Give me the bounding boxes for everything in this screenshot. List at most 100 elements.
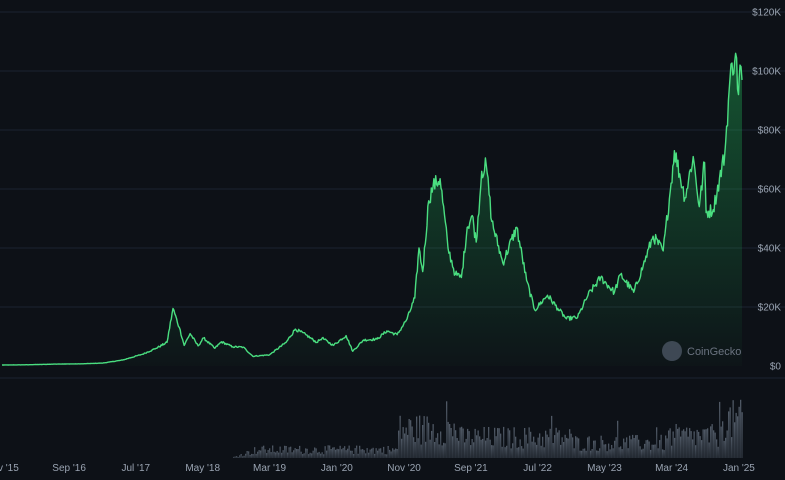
- volume-bar: [333, 447, 335, 458]
- volume-bar: [378, 448, 380, 458]
- volume-bar: [732, 400, 734, 458]
- volume-bar: [335, 449, 337, 458]
- volume-bar: [714, 432, 716, 458]
- y-tick-label: $80K: [758, 126, 782, 137]
- volume-bar: [261, 446, 263, 458]
- y-tick-label: $60K: [758, 185, 782, 196]
- volume-bar: [713, 430, 715, 458]
- volume-bar: [432, 424, 434, 458]
- volume-bar: [413, 437, 415, 458]
- volume-bar: [468, 431, 470, 458]
- volume-bar: [306, 448, 308, 458]
- volume-bar: [545, 430, 547, 458]
- volume-bar: [500, 433, 502, 458]
- volume-bar: [602, 440, 604, 458]
- volume-bar: [239, 455, 241, 458]
- volume-bar: [518, 447, 520, 458]
- volume-bar: [360, 449, 362, 458]
- volume-bar: [528, 427, 530, 458]
- volume-bar: [435, 437, 437, 458]
- volume-bar: [443, 442, 445, 458]
- volume-bar: [659, 440, 661, 458]
- volume-bar: [278, 452, 280, 458]
- volume-bar: [381, 452, 383, 458]
- volume-bar: [345, 450, 347, 458]
- volume-bar: [290, 446, 292, 458]
- volume-bar: [383, 446, 385, 458]
- volume-bar: [429, 439, 431, 458]
- volume-bar: [402, 427, 404, 458]
- volume-bar: [560, 444, 562, 458]
- volume-bar: [299, 445, 301, 458]
- volume-bar: [354, 448, 356, 458]
- volume-bar: [405, 427, 407, 458]
- volume-bar: [332, 447, 334, 458]
- volume-bar: [353, 454, 355, 458]
- volume-bar: [614, 440, 616, 458]
- y-tick-label: $120K: [752, 8, 781, 19]
- volume-bar: [270, 452, 272, 458]
- volume-bar: [653, 444, 655, 458]
- x-tick-label: Jan '25: [723, 463, 755, 474]
- volume-bar: [524, 428, 526, 458]
- x-tick-label: Jul '17: [121, 463, 150, 474]
- volume-bar: [497, 428, 499, 458]
- volume-bar: [687, 436, 689, 458]
- volume-bar: [692, 439, 694, 458]
- volume-bar: [414, 442, 416, 458]
- volume-bar: [600, 435, 602, 458]
- volume-bar: [626, 437, 628, 458]
- volume-bar: [350, 450, 352, 458]
- volume-bar: [569, 429, 571, 458]
- volume-bar: [579, 450, 581, 458]
- volume-bar: [539, 433, 541, 458]
- volume-bar: [417, 438, 419, 458]
- volume-bar: [618, 447, 620, 458]
- volume-bar: [303, 453, 305, 458]
- volume-bar: [494, 427, 496, 458]
- volume-bar: [419, 415, 421, 458]
- volume-bar: [531, 441, 533, 458]
- volume-bar: [318, 451, 320, 458]
- volume-bar: [678, 427, 680, 458]
- volume-bar: [513, 427, 515, 458]
- watermark-text: CoinGecko: [687, 346, 741, 358]
- volume-bar: [477, 430, 479, 458]
- volume-bar: [722, 421, 724, 458]
- volume-bar: [671, 445, 673, 458]
- volume-bar: [408, 419, 410, 458]
- volume-bar: [423, 416, 425, 458]
- volume-bar: [308, 454, 310, 458]
- price-area-fill: [2, 53, 742, 367]
- volume-bar: [386, 454, 388, 458]
- volume-bar: [734, 422, 736, 458]
- x-tick-label: Nov '20: [387, 463, 421, 474]
- volume-bar: [396, 449, 398, 458]
- volume-bar: [257, 451, 259, 458]
- volume-bar: [359, 445, 361, 458]
- volume-bar: [680, 436, 682, 458]
- volume-bar: [674, 437, 676, 458]
- volume-bar: [543, 447, 545, 458]
- volume-bar: [389, 449, 391, 458]
- volume-bar: [630, 439, 632, 458]
- volume-bar: [338, 449, 340, 458]
- volume-bar: [420, 444, 422, 458]
- volume-bar: [327, 445, 329, 458]
- x-tick-label: May '23: [587, 463, 622, 474]
- volume-bar: [506, 445, 508, 458]
- volume-bar: [320, 453, 322, 458]
- volume-bar: [473, 442, 475, 458]
- volume-bar: [690, 431, 692, 458]
- volume-bar: [288, 447, 290, 458]
- volume-bar: [492, 445, 494, 458]
- volume-bar: [455, 430, 457, 458]
- price-series: [1, 52, 743, 366]
- volume-bar: [519, 439, 521, 458]
- volume-bar: [287, 452, 289, 458]
- volume-bar: [363, 450, 365, 458]
- volume-bar: [591, 449, 593, 458]
- volume-bar: [384, 454, 386, 458]
- volume-bar: [716, 439, 718, 458]
- volume-bar: [374, 453, 376, 458]
